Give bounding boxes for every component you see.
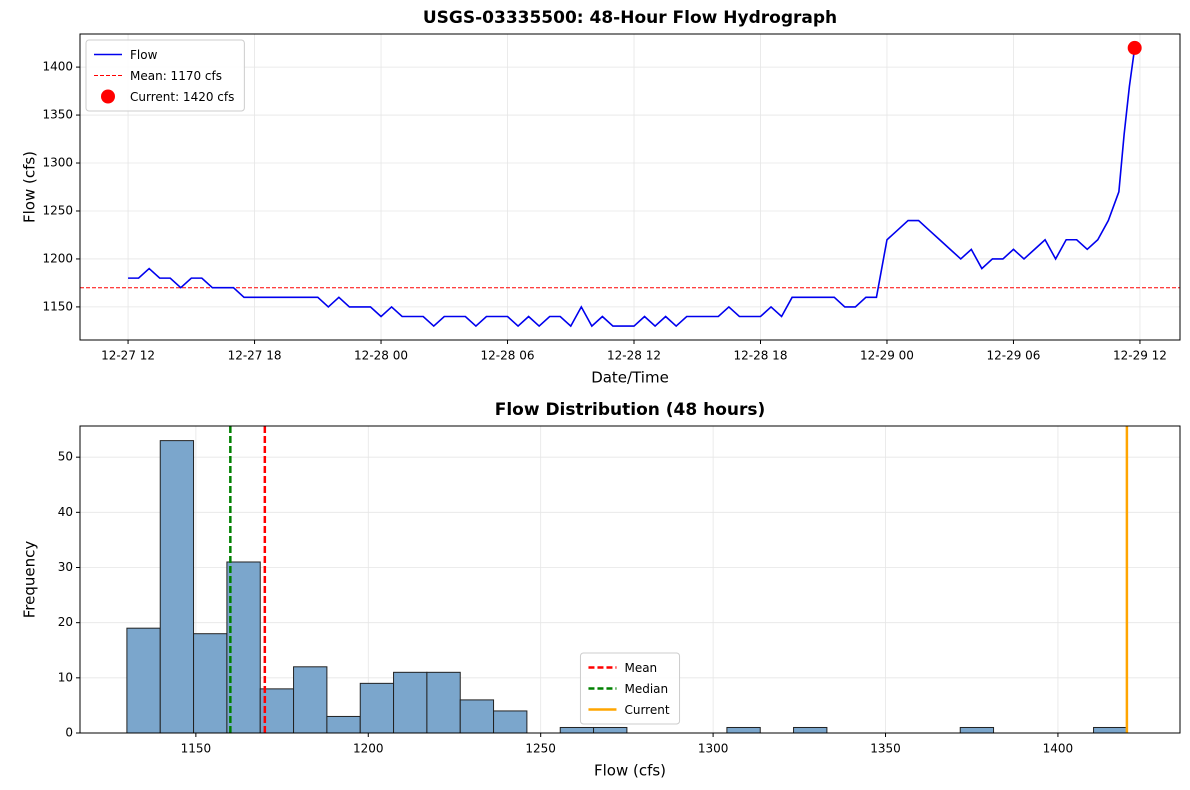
plot-area [80, 34, 1180, 340]
x-tick-label: 12-27 18 [228, 349, 282, 363]
y-axis-label: Frequency [21, 541, 39, 619]
y-tick-label: 1350 [42, 108, 73, 122]
hist-bar [1093, 726, 1128, 734]
y-tick-label: 40 [58, 505, 73, 519]
hist-bar [393, 671, 428, 734]
flow-line [128, 47, 1136, 328]
axes: 1150 1200 1250 1300 1350 1400 0 10 20 30 40 50 Flow … [21, 400, 1181, 780]
axes: 12-27 12 12-27 18 12-28 00 12-28 06 12-28 12… [21, 8, 1181, 387]
hist-bar [959, 726, 995, 734]
y-tick-label: 1150 [42, 299, 73, 313]
hist-bar [193, 633, 228, 734]
x-axis-label: Date/Time [591, 369, 669, 387]
x-tick-label: 12-28 12 [607, 349, 661, 363]
hist-bar [559, 726, 595, 734]
legend: Mean Median Current [579, 652, 681, 725]
hist-bar [126, 627, 161, 734]
y-tick-label: 20 [58, 615, 73, 629]
legend-frame [579, 652, 681, 725]
x-tick-label: 12-29 00 [860, 349, 914, 363]
y-tick-label: 30 [58, 560, 73, 574]
current-point [1127, 40, 1142, 55]
axes-frame [79, 425, 1181, 734]
y-tick-label: 1400 [42, 60, 73, 74]
x-tick-label: 1200 [353, 742, 384, 756]
x-tick-label: 12-29 12 [1113, 349, 1167, 363]
legend-marker [101, 89, 115, 104]
y-axis-label: Flow (cfs) [21, 151, 39, 223]
legend-label: Median [624, 682, 668, 696]
x-tick-label: 1400 [1043, 742, 1074, 756]
x-tick-label: 12-28 06 [481, 349, 535, 363]
x-tick-label: 12-28 00 [354, 349, 408, 363]
x-tick-label: 1350 [870, 742, 901, 756]
x-tick-label: 1250 [525, 742, 556, 756]
hist-bar [459, 699, 495, 734]
hist-bar [326, 715, 361, 734]
hist-bar [793, 726, 828, 734]
y-tick-label: 1200 [42, 251, 73, 265]
legend-label: Flow [130, 48, 158, 62]
hist-bar [293, 666, 328, 734]
y-tick-label: 10 [58, 670, 73, 684]
x-tick-label: 1150 [181, 742, 212, 756]
y-tick-label: 50 [58, 450, 73, 464]
hist-bar [493, 710, 528, 734]
hist-bar [226, 561, 261, 734]
hist-bar [359, 682, 395, 734]
x-axis-label: Flow (cfs) [594, 762, 666, 780]
x-tick-label: 1300 [698, 742, 729, 756]
x-tick-label: 12-28 18 [734, 349, 788, 363]
legend: Flow Mean: 1170 cfs Current: 1420 cfs [85, 39, 245, 112]
hist-bar [593, 726, 628, 734]
y-tick-label: 1300 [42, 156, 73, 170]
chart-title: Flow Distribution (48 hours) [495, 400, 766, 420]
x-tick-label: 12-27 12 [101, 349, 155, 363]
axes-frame [79, 33, 1181, 341]
chart-title: USGS-03335500: 48-Hour Flow Hydrograph [423, 8, 837, 28]
x-tick-label: 12-29 06 [986, 349, 1040, 363]
legend-label: Mean: 1170 cfs [130, 69, 222, 83]
y-tick-label: 0 [65, 726, 73, 740]
y-tick-label: 1250 [42, 203, 73, 217]
hist-bar [726, 726, 761, 734]
hist-bar [159, 440, 195, 734]
legend-label: Current [624, 703, 669, 717]
hist-bar [426, 671, 461, 734]
legend-label: Current: 1420 cfs [130, 90, 234, 104]
legend-frame [85, 39, 245, 112]
legend-label: Mean [624, 661, 657, 675]
